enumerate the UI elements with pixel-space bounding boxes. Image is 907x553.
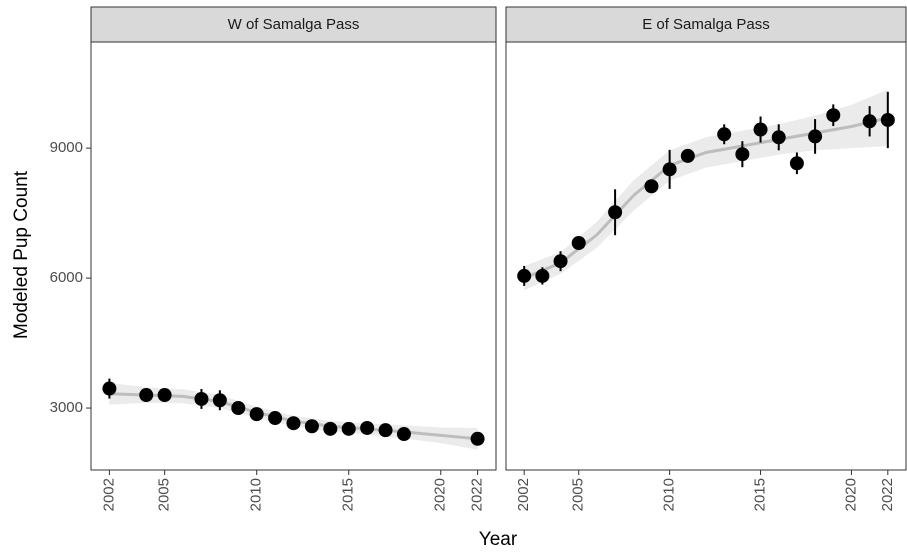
point [753, 122, 768, 137]
point [212, 393, 227, 408]
point [735, 147, 750, 162]
point [378, 423, 393, 438]
y-tick-label: 3000 [50, 399, 83, 416]
point [268, 411, 283, 426]
y-axis-label: Modeled Pup Count [11, 170, 32, 339]
point [517, 268, 532, 283]
y-tick-label: 6000 [50, 269, 83, 286]
point [360, 420, 375, 435]
x-tick-label: 2002 [515, 478, 532, 511]
point [194, 391, 209, 406]
panel-title: W of Samalga Pass [228, 16, 360, 33]
x-tick-label: 2002 [100, 478, 117, 511]
point [808, 129, 823, 144]
point [826, 108, 841, 123]
point [157, 388, 172, 403]
panel-title: E of Samalga Pass [642, 16, 770, 33]
panel-background [91, 42, 496, 470]
x-tick-label: 2020 [842, 478, 859, 511]
x-tick-label: 2010 [248, 478, 265, 511]
point [571, 236, 586, 251]
x-axis-label: Year [479, 529, 518, 550]
x-tick-label: 2015 [340, 478, 357, 511]
point [717, 127, 732, 142]
x-tick-label: 2022 [879, 478, 896, 511]
point [304, 419, 319, 434]
x-tick-label: 2005 [570, 478, 587, 511]
x-tick-label: 2010 [661, 478, 678, 511]
point [644, 179, 659, 194]
point [341, 421, 356, 436]
point [470, 431, 485, 446]
point [102, 381, 117, 396]
point [553, 254, 568, 269]
y-tick-label: 9000 [50, 139, 83, 156]
point [608, 205, 623, 220]
x-tick-label: 2022 [469, 478, 486, 511]
point [396, 427, 411, 442]
point [789, 156, 804, 171]
x-tick-label: 2005 [156, 478, 173, 511]
point [862, 114, 877, 129]
point [231, 401, 246, 416]
point [680, 148, 695, 163]
strip [505, 6, 907, 43]
point [139, 388, 154, 403]
point [662, 162, 677, 177]
confidence-band [524, 89, 888, 291]
point [880, 112, 895, 127]
point [249, 407, 264, 422]
point [323, 421, 338, 436]
point [535, 268, 550, 283]
x-tick-label: 2020 [432, 478, 449, 511]
strip [90, 6, 497, 43]
point [771, 130, 786, 145]
x-tick-label: 2015 [752, 478, 769, 511]
point [286, 416, 301, 431]
